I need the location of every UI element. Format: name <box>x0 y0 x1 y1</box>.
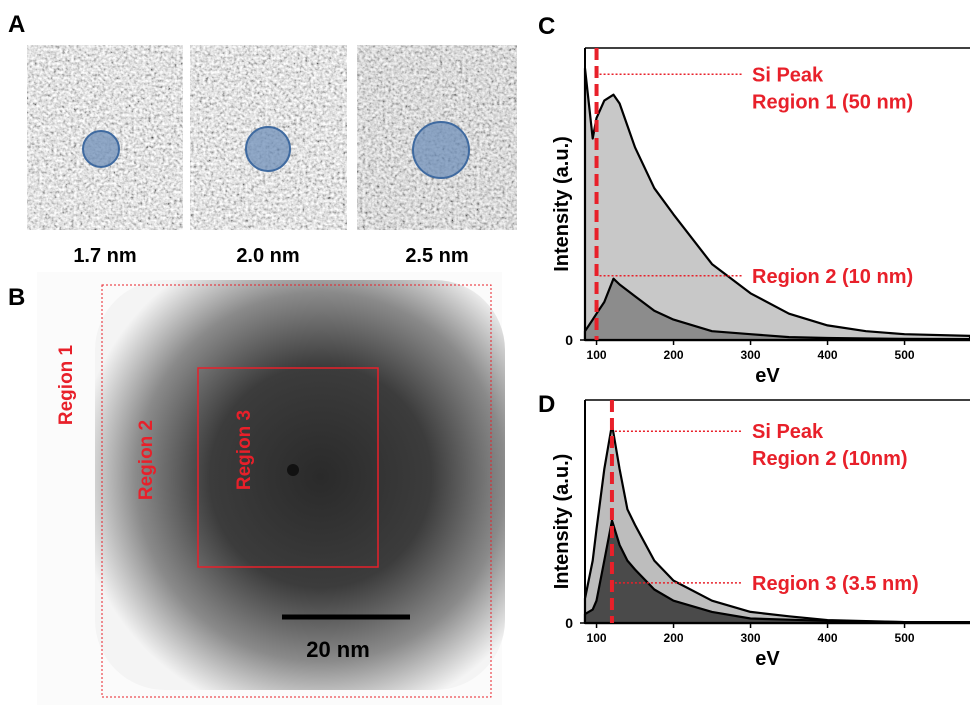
dark-spot <box>287 464 299 476</box>
panel-label: A <box>8 11 25 38</box>
micrograph <box>27 45 183 230</box>
y-axis-label: Intensity (a.u.) <box>551 454 573 590</box>
x-tick-label: 400 <box>818 348 838 362</box>
y-tick-label: 0 <box>565 332 573 348</box>
annotation: Si Peak <box>752 421 824 443</box>
region-label: Region 2 <box>136 420 157 500</box>
spectrum-area <box>583 277 970 342</box>
region-box <box>197 367 379 568</box>
panel-label: C <box>538 13 555 40</box>
x-tick-label: 500 <box>895 348 915 362</box>
region-label: Region 3 <box>234 410 255 490</box>
x-tick-label: 300 <box>741 348 761 362</box>
x-tick-label: 100 <box>587 348 607 362</box>
y-axis-label: Intensity (a.u.) <box>551 136 573 272</box>
x-tick-label: 200 <box>664 631 684 645</box>
spectrum-area <box>583 519 970 625</box>
x-tick-label: 400 <box>818 631 838 645</box>
micrograph <box>190 45 347 230</box>
x-tick-label: 100 <box>587 631 607 645</box>
region-box <box>101 284 492 698</box>
x-axis-label: eV <box>755 365 780 387</box>
panel-label: B <box>8 284 25 311</box>
spectrum-area <box>583 67 970 342</box>
annotation: Region 2 (10 nm) <box>752 266 913 288</box>
panel-label: D <box>538 391 555 418</box>
scale-label: 20 nm <box>306 637 370 662</box>
x-tick-label: 300 <box>741 631 761 645</box>
annotation: Region 2 (10nm) <box>752 448 908 470</box>
y-tick-label: 0 <box>565 615 573 631</box>
size-label: 2.0 nm <box>236 245 299 267</box>
micrograph <box>357 45 517 230</box>
annotation: Region 1 (50 nm) <box>752 91 913 113</box>
annotation: Region 3 (3.5 nm) <box>752 573 919 595</box>
size-label: 1.7 nm <box>73 245 136 267</box>
annotation: Si Peak <box>752 64 824 86</box>
x-tick-label: 200 <box>664 348 684 362</box>
region-label: Region 1 <box>56 344 77 425</box>
x-axis-label: eV <box>755 648 780 670</box>
size-label: 2.5 nm <box>405 245 468 267</box>
x-tick-label: 500 <box>895 631 915 645</box>
